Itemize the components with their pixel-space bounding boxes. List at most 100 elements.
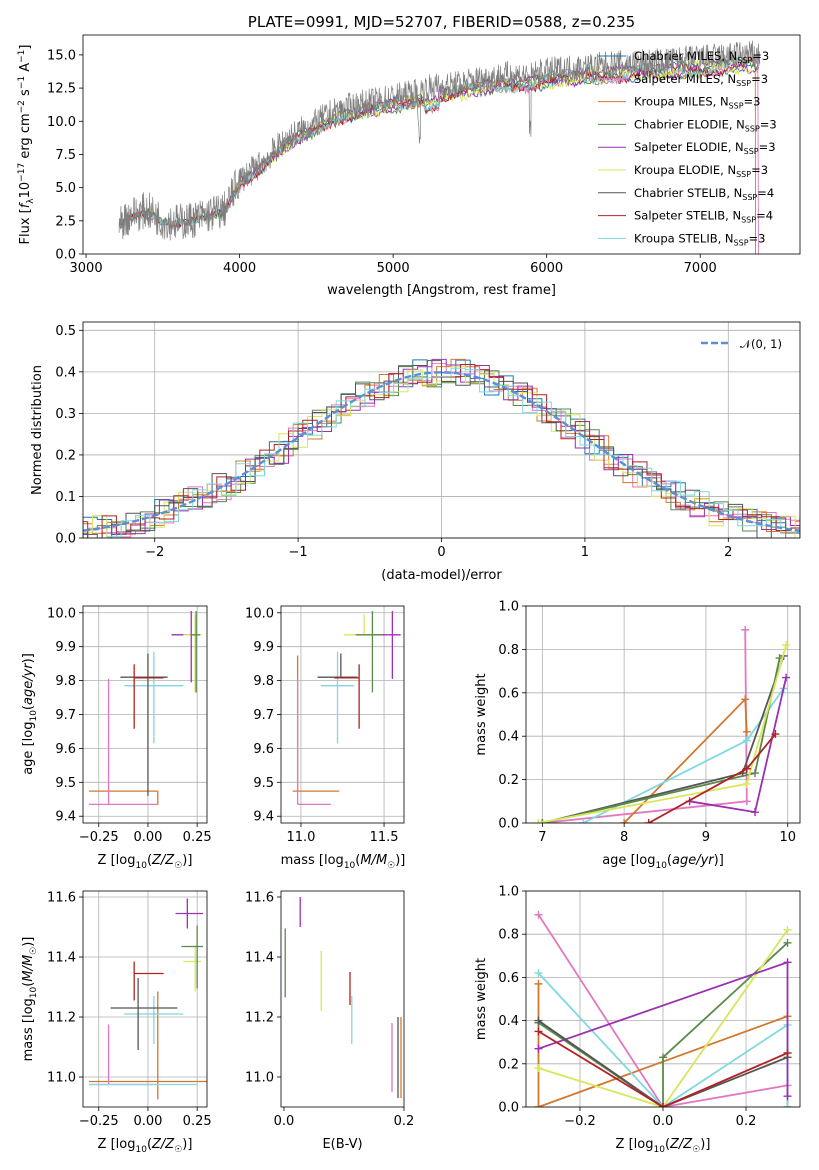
legend-entry: Kroupa STELIB, NSSP=3 xyxy=(634,231,765,247)
x-axis-label-part: 10 xyxy=(655,861,667,871)
series-line-6 xyxy=(537,1019,788,1107)
y-tick-label: 7.5 xyxy=(55,148,76,163)
y-tick-label: 0.0 xyxy=(55,532,76,547)
spectrum-axes xyxy=(79,54,701,258)
x-tick-label: 8 xyxy=(620,830,628,845)
y-axis-label: mass weight xyxy=(474,673,489,755)
point-marker xyxy=(534,1064,543,1073)
y-tick-label: 2.5 xyxy=(55,214,76,229)
point-marker xyxy=(742,736,751,745)
x-axis-label: wavelength [Angstrom, rest frame] xyxy=(327,283,556,298)
x-axis-label-part: ☉ xyxy=(692,1145,700,1155)
x-axis-label: Z [log10(Z/Z☉)] xyxy=(616,1137,711,1155)
observed-spectrum xyxy=(118,40,761,241)
x-tick-label: 5000 xyxy=(377,261,410,276)
y-axis-label-part: ( xyxy=(21,705,36,710)
histogram-1 xyxy=(83,363,800,538)
y-axis-label-part: age/yr xyxy=(21,662,36,705)
y-axis-label: mass weight xyxy=(474,958,489,1040)
y-tick-label: 1.0 xyxy=(498,885,519,900)
y-tick-label: 11.6 xyxy=(47,891,76,906)
y-tick-label: 0.4 xyxy=(498,1014,519,1029)
x-tick-label: 2 xyxy=(724,545,732,560)
x-tick-label: 3000 xyxy=(70,261,103,276)
x-tick-label: −0.25 xyxy=(79,830,119,845)
legend-text: Chabrier STELIB, N xyxy=(634,186,742,200)
legend-suffix: =3 xyxy=(759,140,776,154)
legend-sub: SSP xyxy=(744,147,759,156)
legend-text: Kroupa STELIB, N xyxy=(634,231,734,245)
x-axis-label-part: 10 xyxy=(344,861,356,871)
y-label-part: 10 xyxy=(18,182,33,199)
y-tick-label: 10.0 xyxy=(245,606,274,621)
x-axis-label-part: )] xyxy=(395,853,405,868)
normal-curve xyxy=(83,371,800,532)
age-vs-Z-axes xyxy=(79,606,207,827)
point-marker xyxy=(751,769,760,778)
mass-vs-Z-frame xyxy=(82,890,208,1108)
y-axis-label-part: )] xyxy=(21,937,36,947)
legend-entry: Salpeter STELIB, NSSP=4 xyxy=(634,209,773,225)
y-tick-label: 9.4 xyxy=(55,810,76,825)
point-marker xyxy=(783,1092,792,1101)
x-axis-label: E(B-V) xyxy=(322,1137,362,1152)
point-marker xyxy=(783,1049,792,1057)
legend-text: Chabrier ELODIE, N xyxy=(634,117,745,131)
y-tick-label: 9.5 xyxy=(253,776,274,791)
point-marker xyxy=(741,625,750,634)
y-label-part: −1 xyxy=(17,76,27,89)
point-marker xyxy=(741,695,750,704)
y-tick-label: 11.6 xyxy=(245,891,274,906)
legend-suffix: =3 xyxy=(751,163,768,177)
x-axis-label-part: age/yr xyxy=(672,853,715,868)
y-tick-label: 0.8 xyxy=(498,928,519,943)
mass-vs-EBV-frame xyxy=(280,890,405,1108)
legend-suffix: =3 xyxy=(752,49,769,63)
legend-entry: Salpeter MILES, NSSP=3 xyxy=(634,72,768,88)
point-marker xyxy=(783,958,792,967)
y-axis-label-part: age [log xyxy=(21,722,36,775)
mass-vs-EBV-axes xyxy=(277,896,405,1111)
x-axis-label-part: 10 xyxy=(135,861,147,871)
legend-suffix: =4 xyxy=(756,209,773,223)
legend-entry: Chabrier ELODIE, NSSP=3 xyxy=(634,117,777,133)
spectrum-frame xyxy=(82,34,801,255)
x-axis-label-part: Z [log xyxy=(616,1137,654,1152)
y-tick-label: 5.0 xyxy=(55,181,76,196)
y-tick-label: 11.2 xyxy=(47,1011,76,1026)
y-label-part: −2 xyxy=(17,100,27,113)
legend-entry: Kroupa ELODIE, NSSP=3 xyxy=(634,163,768,179)
x-tick-label: 11.5 xyxy=(370,830,399,845)
x-tick-label: 7000 xyxy=(684,261,717,276)
y-tick-label: 0.6 xyxy=(498,686,519,701)
mass-vs-EBV-points xyxy=(284,897,402,1098)
point-marker xyxy=(534,1016,543,1025)
x-axis-label-part: ( xyxy=(667,853,672,868)
x-axis-label-part: ( xyxy=(147,853,152,868)
y-axis-label-part: mass [log xyxy=(21,998,36,1061)
y-axis-label-part: 10 xyxy=(29,986,39,998)
point-marker xyxy=(751,808,760,817)
legend-sub: SSP xyxy=(742,193,757,202)
x-axis-label-part: ☉ xyxy=(387,861,395,871)
y-axis-label: age [log10(age/yr)] xyxy=(21,653,39,775)
point-marker xyxy=(783,925,792,934)
point-marker xyxy=(534,819,543,823)
y-tick-label: 10.0 xyxy=(47,606,76,621)
point-marker xyxy=(783,938,792,947)
y-tick-label: 0.8 xyxy=(498,643,519,658)
histogram-7 xyxy=(83,364,800,538)
point-marker xyxy=(742,779,751,788)
x-axis-label-part: Z/Z xyxy=(669,1137,693,1152)
y-label-part: Flux [ xyxy=(18,208,33,244)
y-tick-label: 9.7 xyxy=(55,708,76,723)
point-marker xyxy=(534,1103,543,1107)
point-marker xyxy=(534,969,543,978)
y-label-part: erg cm xyxy=(18,113,33,162)
y-tick-label: 9.7 xyxy=(253,708,274,723)
x-tick-label: 0.25 xyxy=(183,830,212,845)
y-tick-label: 0.0 xyxy=(498,817,519,832)
x-axis-label-part: Z/Z xyxy=(151,1137,175,1152)
x-tick-label: −0.2 xyxy=(564,1114,596,1129)
